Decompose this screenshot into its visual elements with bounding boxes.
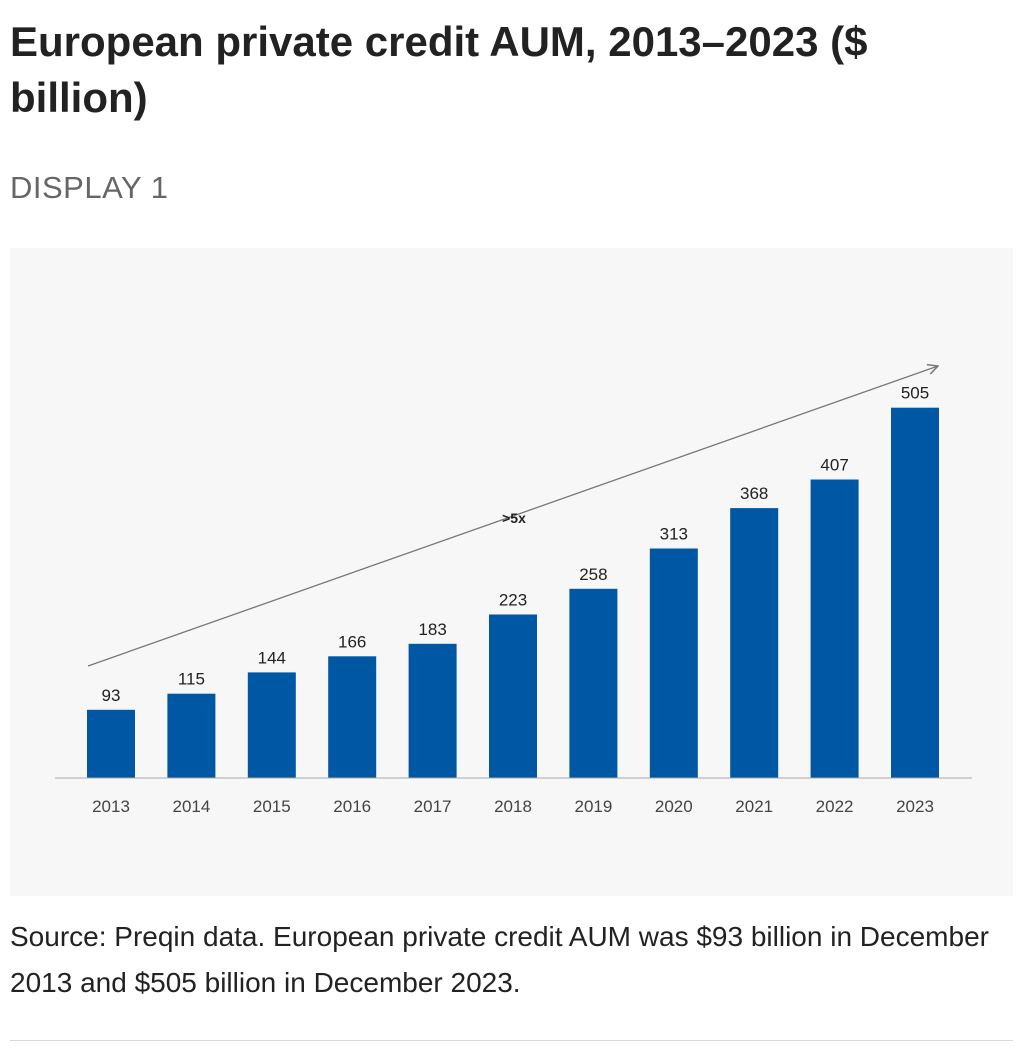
- value-label-2021: 368: [740, 484, 768, 503]
- x-tick-label-2022: 2022: [816, 797, 854, 816]
- bar-2014: [167, 693, 216, 778]
- value-label-2016: 166: [338, 632, 366, 651]
- source-note: Source: Preqin data. European private cr…: [10, 921, 989, 998]
- footer-divider: [10, 1040, 1013, 1041]
- x-tick-label-2018: 2018: [494, 797, 532, 816]
- x-tick-label-2013: 2013: [92, 797, 130, 816]
- x-tick-label-2015: 2015: [253, 797, 291, 816]
- value-label-2018: 223: [499, 591, 527, 610]
- bar-2022: [810, 479, 859, 778]
- x-tick-label-2023: 2023: [896, 797, 934, 816]
- value-label-2013: 93: [102, 686, 121, 705]
- x-tick-label-2019: 2019: [574, 797, 612, 816]
- x-tick-label-2017: 2017: [414, 797, 452, 816]
- trend-arrow: [87, 366, 938, 667]
- value-label-2023: 505: [901, 384, 929, 403]
- bar-2021: [730, 508, 779, 778]
- growth-annotation: >5x: [502, 510, 526, 526]
- display-label: DISPLAY 1: [10, 170, 169, 205]
- bar-2013: [87, 709, 135, 778]
- x-tick-label-2014: 2014: [172, 797, 210, 816]
- value-label-2015: 144: [258, 648, 286, 667]
- value-label-2014: 115: [178, 670, 205, 689]
- value-label-2020: 313: [660, 525, 688, 544]
- bar-2016: [328, 656, 377, 778]
- bars-group: [87, 407, 939, 778]
- x-tick-label-2021: 2021: [735, 797, 773, 816]
- x-tick-label-2016: 2016: [333, 797, 371, 816]
- value-label-2019: 258: [579, 565, 607, 584]
- bar-2023: [891, 407, 939, 778]
- bar-2015: [247, 672, 296, 778]
- value-label-2017: 183: [418, 620, 446, 639]
- bar-2017: [408, 643, 457, 778]
- chart-panel: 93 115 144 166 183 223 258 313 368 407 505 2013 201…: [10, 248, 1013, 896]
- value-label-2022: 407: [820, 456, 848, 475]
- chart-title: European private credit AUM, 2013–2023 (…: [10, 18, 868, 121]
- bar-2019: [569, 588, 618, 778]
- bar-2020: [649, 548, 698, 778]
- x-tick-label-2020: 2020: [655, 797, 693, 816]
- value-labels-group: 93 115 144 166 183 223 258 313 368 407 505: [102, 384, 930, 705]
- bar-2018: [489, 614, 537, 778]
- x-tick-labels-group: 2013 2014 2015 2016 2017 2018 2019 2020 2021 2022…: [92, 797, 934, 816]
